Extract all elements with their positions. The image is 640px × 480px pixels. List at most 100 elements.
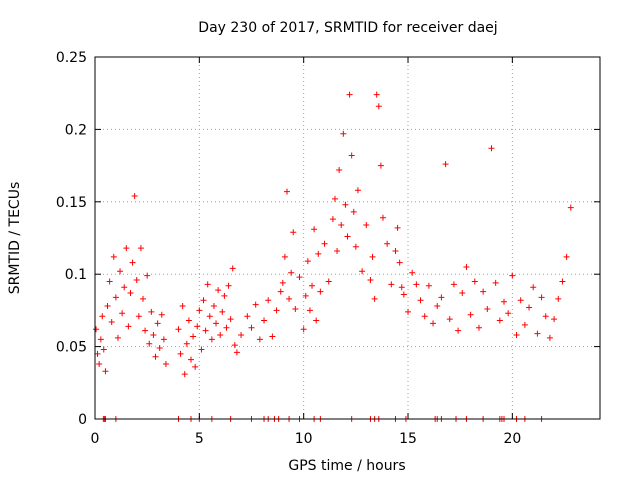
data-point: [334, 248, 341, 255]
data-point: [125, 323, 132, 330]
data-point: [379, 214, 386, 221]
data-point: [273, 307, 280, 314]
data-point: [567, 204, 574, 211]
data-point: [210, 303, 217, 310]
data-point: [517, 297, 524, 304]
data-point: [175, 326, 182, 333]
data-point: [277, 288, 284, 295]
x-tick-label: 10: [295, 431, 313, 447]
data-point: [377, 162, 384, 169]
data-point: [313, 317, 320, 324]
data-point: [534, 330, 541, 337]
data-points: [93, 91, 574, 378]
data-point: [463, 263, 470, 270]
data-point: [217, 332, 224, 339]
data-point: [344, 233, 351, 240]
data-point: [252, 301, 259, 308]
data-point: [501, 298, 508, 305]
data-point: [131, 193, 138, 200]
grid: [95, 57, 600, 419]
data-point: [135, 313, 142, 320]
data-point: [346, 91, 353, 98]
data-point: [398, 284, 405, 291]
data-point: [471, 278, 478, 285]
data-point: [94, 350, 101, 357]
data-point: [213, 320, 220, 327]
x-tick-label: 0: [91, 431, 100, 447]
data-point: [409, 269, 416, 276]
data-point: [261, 317, 268, 324]
axis-ticks: 0 5 10 15 20 0 0.05 0.1 0.15 0.2 0.25: [56, 50, 600, 447]
data-point: [100, 346, 107, 353]
data-point: [142, 327, 149, 334]
data-point: [269, 333, 276, 340]
data-point: [283, 188, 290, 195]
data-point: [340, 130, 347, 137]
data-point: [369, 253, 376, 260]
data-point: [311, 226, 318, 233]
data-point: [160, 336, 167, 343]
data-point: [177, 350, 184, 357]
data-point: [302, 292, 309, 299]
data-point: [317, 288, 324, 295]
data-point: [421, 313, 428, 320]
data-point: [329, 216, 336, 223]
data-point: [348, 152, 355, 159]
data-point: [304, 258, 311, 265]
data-point: [225, 282, 232, 289]
data-point: [336, 166, 343, 173]
data-point: [538, 294, 545, 301]
data-point: [223, 324, 230, 331]
data-point: [321, 240, 328, 247]
data-point: [417, 297, 424, 304]
data-point: [384, 240, 391, 247]
data-point: [192, 363, 199, 370]
data-point: [158, 311, 165, 318]
data-point: [123, 245, 130, 252]
data-point: [154, 320, 161, 327]
data-point: [371, 295, 378, 302]
data-point: [292, 305, 299, 312]
data-point: [467, 311, 474, 318]
data-point: [196, 307, 203, 314]
data-point: [354, 187, 361, 194]
data-point: [144, 272, 151, 279]
data-point: [102, 368, 109, 375]
data-point: [559, 278, 566, 285]
data-point: [442, 161, 449, 168]
data-point: [181, 371, 188, 378]
data-point: [513, 332, 520, 339]
data-point: [290, 229, 297, 236]
data-point: [396, 259, 403, 266]
data-point: [119, 310, 126, 317]
data-point: [555, 295, 562, 302]
data-point: [150, 332, 157, 339]
chart-title: Day 230 of 2017, SRMTID for receiver dae…: [198, 20, 497, 36]
data-point: [446, 316, 453, 323]
data-point: [256, 336, 263, 343]
data-point: [233, 349, 240, 356]
data-point: [430, 320, 437, 327]
data-point: [492, 279, 499, 286]
data-point: [129, 259, 136, 266]
data-point: [542, 313, 549, 320]
data-point: [194, 323, 201, 330]
data-point: [265, 297, 272, 304]
data-point: [488, 145, 495, 152]
data-point: [526, 304, 533, 311]
data-point: [200, 297, 207, 304]
data-point: [455, 327, 462, 334]
data-point: [279, 279, 286, 286]
data-point: [99, 313, 106, 320]
data-point: [183, 340, 190, 347]
data-point: [114, 334, 121, 341]
data-point: [112, 294, 119, 301]
data-point: [206, 313, 213, 320]
data-point: [496, 317, 503, 324]
data-point: [484, 305, 491, 312]
data-point: [248, 324, 255, 331]
y-tick-label: 0: [78, 412, 87, 428]
data-point: [127, 290, 134, 297]
